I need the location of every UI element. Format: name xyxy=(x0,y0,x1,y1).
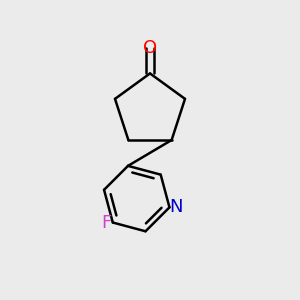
Text: O: O xyxy=(143,39,157,57)
Text: F: F xyxy=(101,214,112,232)
Text: N: N xyxy=(169,198,183,216)
